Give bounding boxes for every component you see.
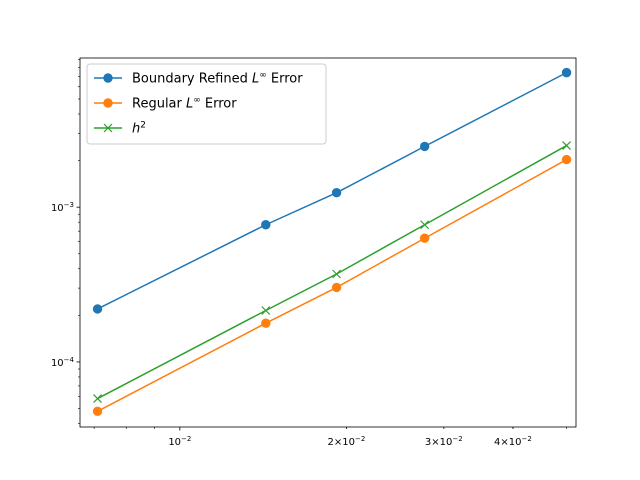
data-point <box>420 220 430 230</box>
series-0 <box>92 67 572 314</box>
legend: Boundary Refined L∞ Error Regular L∞ Erro… <box>86 63 327 145</box>
axis-layer: 10−2 2×10−2 3×10−2 4×10−2 10−4 10−3 <box>51 59 567 448</box>
legend-label: Regular L∞ Error <box>132 96 237 112</box>
legend-entry-2: h2 <box>94 121 146 137</box>
x-tick-label: 3×10−2 <box>425 435 463 448</box>
legend-entry-0: Boundary Refined L∞ Error <box>94 71 303 87</box>
y-tick-label: 10−3 <box>51 201 74 214</box>
data-point <box>419 141 430 152</box>
data-point <box>331 188 342 198</box>
legend-entry-1: Regular L∞ Error <box>94 96 237 112</box>
data-point <box>332 269 342 279</box>
data-point <box>261 220 271 230</box>
data-point <box>92 304 103 314</box>
x-tick-label: 2×10−2 <box>328 435 366 448</box>
data-point <box>331 282 342 293</box>
data-point <box>92 406 103 416</box>
plot-frame <box>79 57 577 428</box>
legend-label: Boundary Refined L∞ Error <box>132 71 303 87</box>
x-tick-label: 4×10−2 <box>494 435 532 448</box>
legend-marker <box>103 98 113 108</box>
y-tick-label: 10−4 <box>51 356 75 369</box>
legend-box <box>86 63 327 145</box>
data-point <box>561 67 572 78</box>
legend-marker <box>103 123 113 133</box>
series-1 <box>92 154 572 416</box>
data-point <box>261 306 271 315</box>
series-2 <box>93 141 571 403</box>
data-point <box>562 141 571 151</box>
data-point <box>93 394 102 403</box>
legend-marker <box>103 73 113 83</box>
data-point <box>261 318 271 328</box>
x-tick-label: 10−2 <box>168 435 191 448</box>
series-layer <box>92 67 572 416</box>
data-point <box>419 233 430 243</box>
legend-label: h2 <box>132 121 146 137</box>
data-point <box>561 154 572 165</box>
